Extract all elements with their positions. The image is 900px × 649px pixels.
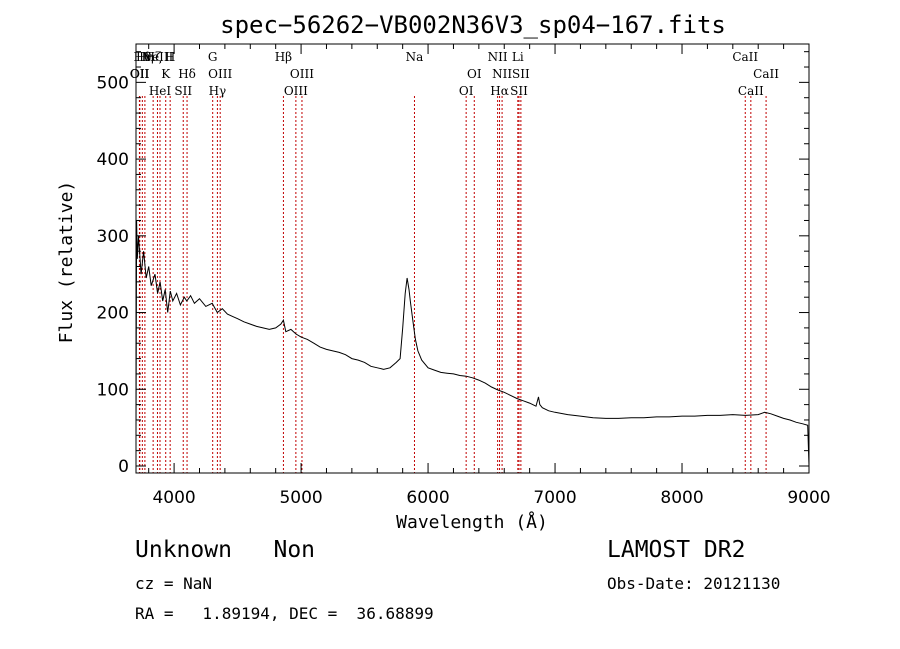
x-tick-label: 6000 — [406, 488, 449, 508]
line-label: OIII — [290, 67, 314, 81]
chart-title: spec−56262−VB002N36V3_sp04−167.fits — [220, 11, 726, 39]
line-label: NII — [492, 67, 512, 81]
line-label: OII — [130, 67, 150, 81]
line-label: Hγ — [209, 84, 227, 98]
line-label: OIII — [208, 67, 232, 81]
line-label: K — [161, 67, 171, 81]
line-label: CaII — [738, 84, 764, 98]
plot-frame — [135, 43, 810, 474]
x-tick-label: 4000 — [152, 488, 195, 508]
y-tick-label: 500 — [97, 73, 129, 93]
y-tick-label: 400 — [97, 150, 129, 170]
line-label: Hη — [136, 50, 154, 64]
x-tick-label: 5000 — [279, 488, 322, 508]
line-label: HeI — [149, 84, 172, 98]
line-label: OI — [467, 67, 482, 81]
line-label: OIII — [284, 84, 308, 98]
survey-name: LAMOST DR2 — [607, 537, 746, 563]
line-label: Hα — [490, 84, 509, 98]
y-tick-label: 200 — [97, 304, 129, 324]
line-label: Hδ — [178, 67, 196, 81]
line-label: CaII — [753, 67, 779, 81]
object-class: Unknown Non — [135, 537, 316, 563]
line-label: Li — [512, 50, 524, 64]
line-label: SII — [512, 67, 530, 81]
line-label: OI — [459, 84, 474, 98]
line-label: SII — [174, 84, 192, 98]
y-tick-label: 100 — [97, 380, 129, 400]
x-tick-label: 7000 — [533, 488, 576, 508]
line-label: G — [208, 50, 218, 64]
observation-date: Obs-Date: 20121130 — [607, 574, 781, 593]
redshift-value: cz = NaN — [135, 574, 213, 593]
line-label: Hζ — [145, 50, 162, 64]
y-tick-label: 300 — [97, 227, 129, 247]
x-tick-label: 8000 — [660, 488, 703, 508]
coordinates: RA = 1.89194, DEC = 36.68899 — [135, 604, 434, 623]
y-axis-label: Flux (relative) — [56, 181, 77, 344]
spectrum-chart: spec−56262−VB002N36V3_sp04−167.fits OII O… — [56, 11, 831, 533]
y-tick-label: 0 — [118, 457, 129, 477]
x-axis: 4000 5000 6000 7000 8000 9000 — [148, 44, 831, 508]
spectrum-line — [135, 220, 810, 467]
emission-line-markers: OIIOIIHθHηHζNeIIIHeIKHSIIHδGHγOIIIHβOIII… — [130, 50, 779, 473]
y-axis: 0 100 200 300 400 500 — [97, 51, 809, 477]
x-axis-label: Wavelength (Å) — [396, 511, 548, 533]
line-label: OII — [130, 67, 150, 81]
x-tick-label: 9000 — [787, 488, 830, 508]
line-label: NeIII — [142, 50, 174, 64]
line-label: Hβ — [275, 50, 292, 64]
line-label: CaII — [732, 50, 758, 64]
line-label: Na — [406, 50, 424, 64]
line-label: NII — [488, 50, 508, 64]
line-label: Hθ — [133, 50, 151, 64]
line-label: H — [165, 50, 175, 64]
line-label: SII — [510, 84, 528, 98]
